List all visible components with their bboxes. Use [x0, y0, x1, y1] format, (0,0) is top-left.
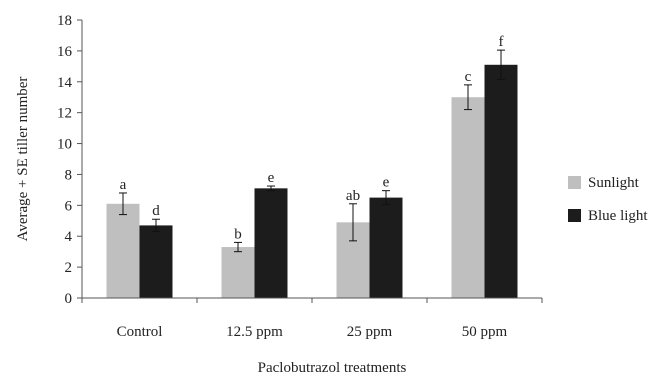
- y-tick-label: 2: [65, 260, 73, 276]
- x-category-label: 25 ppm: [347, 324, 393, 340]
- error-bars: [119, 49, 505, 253]
- y-axis-ticks: 0 2 4 6 8 10 12 14 16 18: [57, 13, 543, 307]
- y-tick-label: 0: [65, 291, 73, 307]
- y-axis-title: Average + SE tiller number: [15, 77, 31, 242]
- y-tick-label: 12: [57, 106, 72, 122]
- bar-sunlight: [221, 247, 255, 298]
- significance-label: e: [268, 170, 275, 186]
- bar-blue-light: [139, 225, 173, 298]
- significance-label: f: [499, 34, 504, 50]
- y-tick-label: 8: [65, 167, 73, 183]
- x-category-label: Control: [117, 324, 163, 340]
- y-tick-label: 6: [65, 198, 73, 214]
- x-category-label: 12.5 ppm: [226, 324, 283, 340]
- x-category-label: 50 ppm: [462, 324, 508, 340]
- legend-swatch: [568, 176, 581, 189]
- y-tick-label: 4: [65, 229, 73, 245]
- legend-label: Sunlight: [588, 175, 640, 191]
- y-tick-label: 14: [57, 75, 73, 91]
- legend-label: Blue light: [588, 208, 648, 224]
- legend: Sunlight Blue light: [568, 175, 648, 224]
- significance-labels: a d b e ab e c f: [120, 34, 504, 242]
- bar-series: [106, 64, 518, 299]
- bar-blue-light: [484, 64, 518, 299]
- x-axis-category-labels: Control 12.5 ppm 25 ppm 50 ppm: [117, 324, 508, 340]
- significance-label: a: [120, 177, 127, 193]
- x-axis-title: Paclobutrazol treatments: [258, 360, 407, 376]
- significance-label: c: [465, 69, 472, 85]
- legend-swatch: [568, 209, 581, 222]
- significance-label: ab: [346, 188, 360, 204]
- significance-label: d: [152, 203, 160, 219]
- significance-label: b: [234, 226, 242, 242]
- y-tick-label: 10: [57, 137, 72, 153]
- bar-sunlight: [451, 97, 485, 298]
- bar-sunlight: [106, 203, 140, 298]
- y-tick-label: 16: [57, 44, 73, 60]
- significance-label: e: [383, 175, 390, 191]
- bar-blue-light: [369, 197, 403, 298]
- y-tick-label: 18: [57, 13, 72, 29]
- bar-blue-light: [254, 188, 288, 298]
